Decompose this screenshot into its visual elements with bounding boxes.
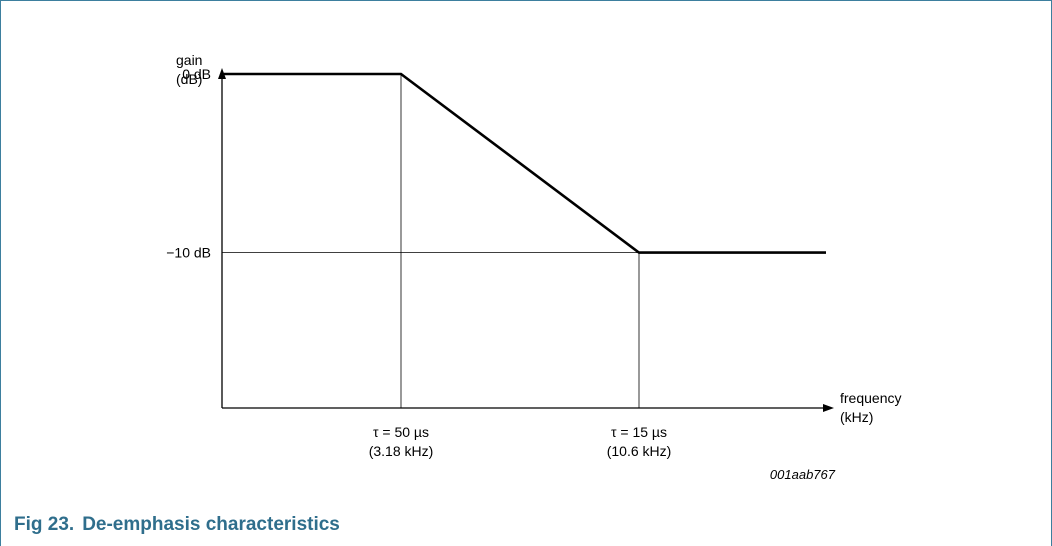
figure-caption: Fig 23. De-emphasis characteristics <box>14 514 340 536</box>
gain-curve-layer <box>222 72 826 254</box>
y-tick-label: −10 dB <box>166 245 211 261</box>
x-tick-label-tau: τ = 15 µs <box>611 424 667 440</box>
figure-title: De-emphasis characteristics <box>82 514 340 535</box>
axes <box>218 68 834 412</box>
figure-code-annotation: 001aab767 <box>770 467 836 482</box>
x-axis-label-unit: (kHz) <box>840 409 873 425</box>
gain-curve <box>222 72 826 254</box>
x-axis-arrowhead <box>823 404 834 412</box>
tick-labels: 0 dB −10 dB τ = 50 µs (3.18 kHz) τ = 15 µs (1… <box>166 66 671 459</box>
x-tick-label-frequency: (10.6 kHz) <box>607 443 672 459</box>
y-axis-label-gain: gain <box>176 52 202 68</box>
axis-labels: gain (dB) frequency (kHz) 001aab767 <box>176 52 901 482</box>
y-axis-label-unit: (dB) <box>176 71 202 87</box>
x-tick-label-frequency: (3.18 kHz) <box>369 443 434 459</box>
x-tick-label-tau: τ = 50 µs <box>373 424 429 440</box>
figure-number: Fig 23. <box>14 514 75 535</box>
guide-lines <box>222 74 640 408</box>
x-axis-label-frequency: frequency <box>840 390 901 406</box>
y-tick-label: 0 dB <box>182 66 211 82</box>
